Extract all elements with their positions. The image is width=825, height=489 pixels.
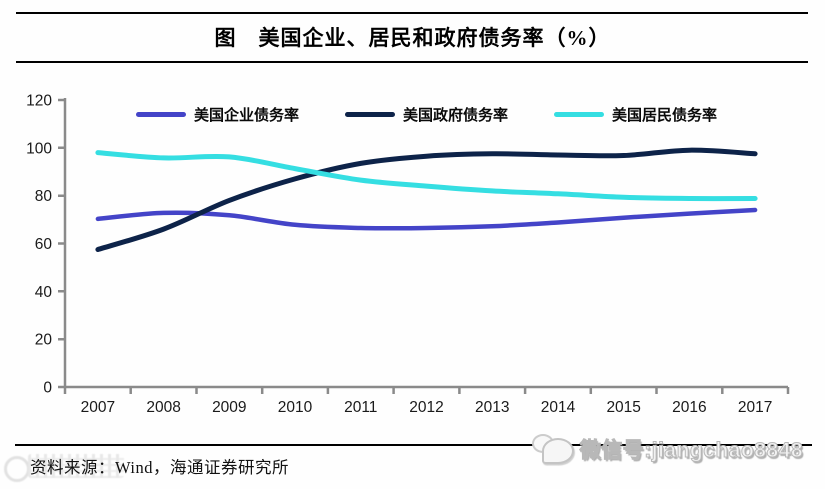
stamp-ring-icon <box>4 456 30 482</box>
line-chart: 0 20 40 60 80 100 120 2007 2008 2009 2010 2011 2012 2… <box>26 93 790 416</box>
x-tick-label: 2013 <box>475 399 509 416</box>
legend-label: 美国居民债务率 <box>612 107 718 124</box>
y-tick-label: 0 <box>43 380 52 397</box>
top-divider-line <box>16 12 808 14</box>
x-tick-label: 2012 <box>409 399 443 416</box>
y-tick-label: 80 <box>35 188 53 205</box>
x-tick-label: 2010 <box>278 399 313 416</box>
series-line <box>95 150 758 202</box>
bottom-divider-line <box>15 444 812 446</box>
x-tick-label: 2011 <box>344 399 377 416</box>
series-line <box>95 147 758 252</box>
x-tick-label: 2016 <box>672 399 706 416</box>
y-tick-label: 120 <box>26 93 52 110</box>
legend-item: 美国政府债务率 <box>344 104 508 125</box>
series-line <box>95 207 758 231</box>
title-divider-line <box>16 61 808 63</box>
source-note: 资料来源：Wind，海通证券研究所 <box>30 458 289 477</box>
y-tick-label: 40 <box>35 284 53 301</box>
y-tick-label: 100 <box>26 140 52 157</box>
legend-line-swatch <box>554 111 604 117</box>
legend-item: 美国居民债务率 <box>554 104 717 125</box>
chart-title: 图 美国企业、居民和政府债务率（%） <box>214 26 611 50</box>
legend-item: 美国企业债务率 <box>135 104 299 125</box>
y-tick-label: 60 <box>35 236 53 253</box>
axes <box>58 98 790 394</box>
x-tick-label: 2009 <box>212 399 246 416</box>
x-tick-label: 2015 <box>606 399 640 416</box>
legend-line-swatch <box>344 111 395 117</box>
x-tick-label: 2008 <box>146 399 180 416</box>
x-tick-label: 2014 <box>541 399 576 416</box>
y-tick-label: 20 <box>35 332 53 349</box>
legend-label: 美国企业债务率 <box>193 107 299 124</box>
legend-label: 美国政府债务率 <box>402 107 508 124</box>
x-tick-label: 2017 <box>738 399 772 416</box>
chart-legend: 美国企业债务率 美国政府债务率 美国居民债务率 <box>65 102 788 126</box>
legend-line-swatch <box>135 111 186 117</box>
x-tick-label: 2007 <box>81 399 115 416</box>
